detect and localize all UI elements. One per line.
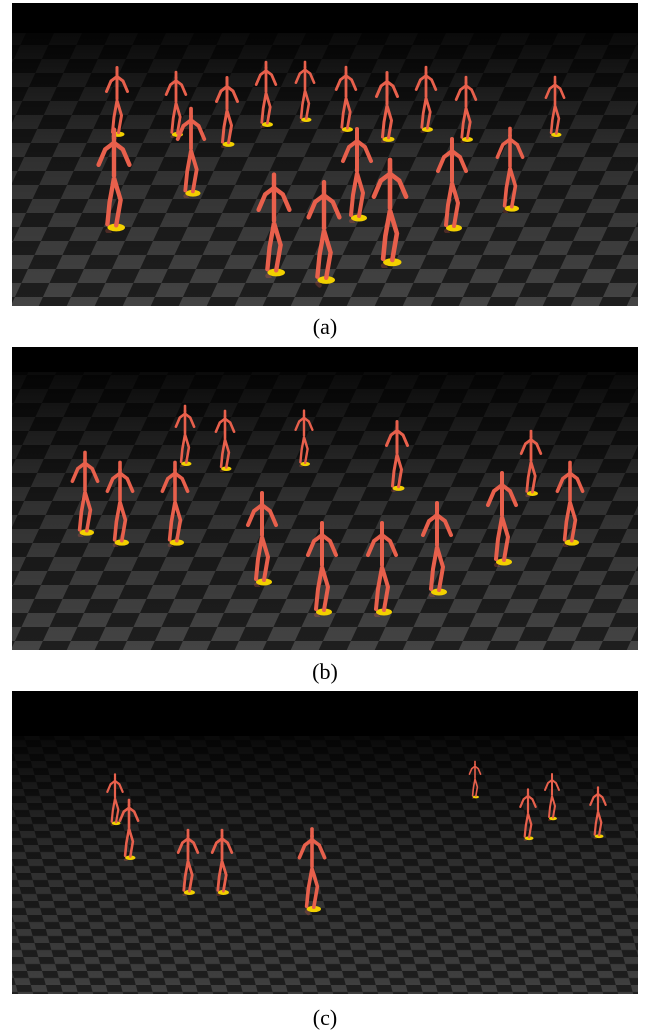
render-image <box>12 3 638 306</box>
figure-page: (a) (b) <box>0 0 650 1032</box>
caption: (a) <box>0 314 650 340</box>
render-image <box>12 347 638 650</box>
caption: (b) <box>0 659 650 685</box>
render-image <box>12 691 638 994</box>
floor-fade <box>12 736 638 994</box>
caption: (c) <box>0 1005 650 1031</box>
floor-fade <box>12 33 638 306</box>
